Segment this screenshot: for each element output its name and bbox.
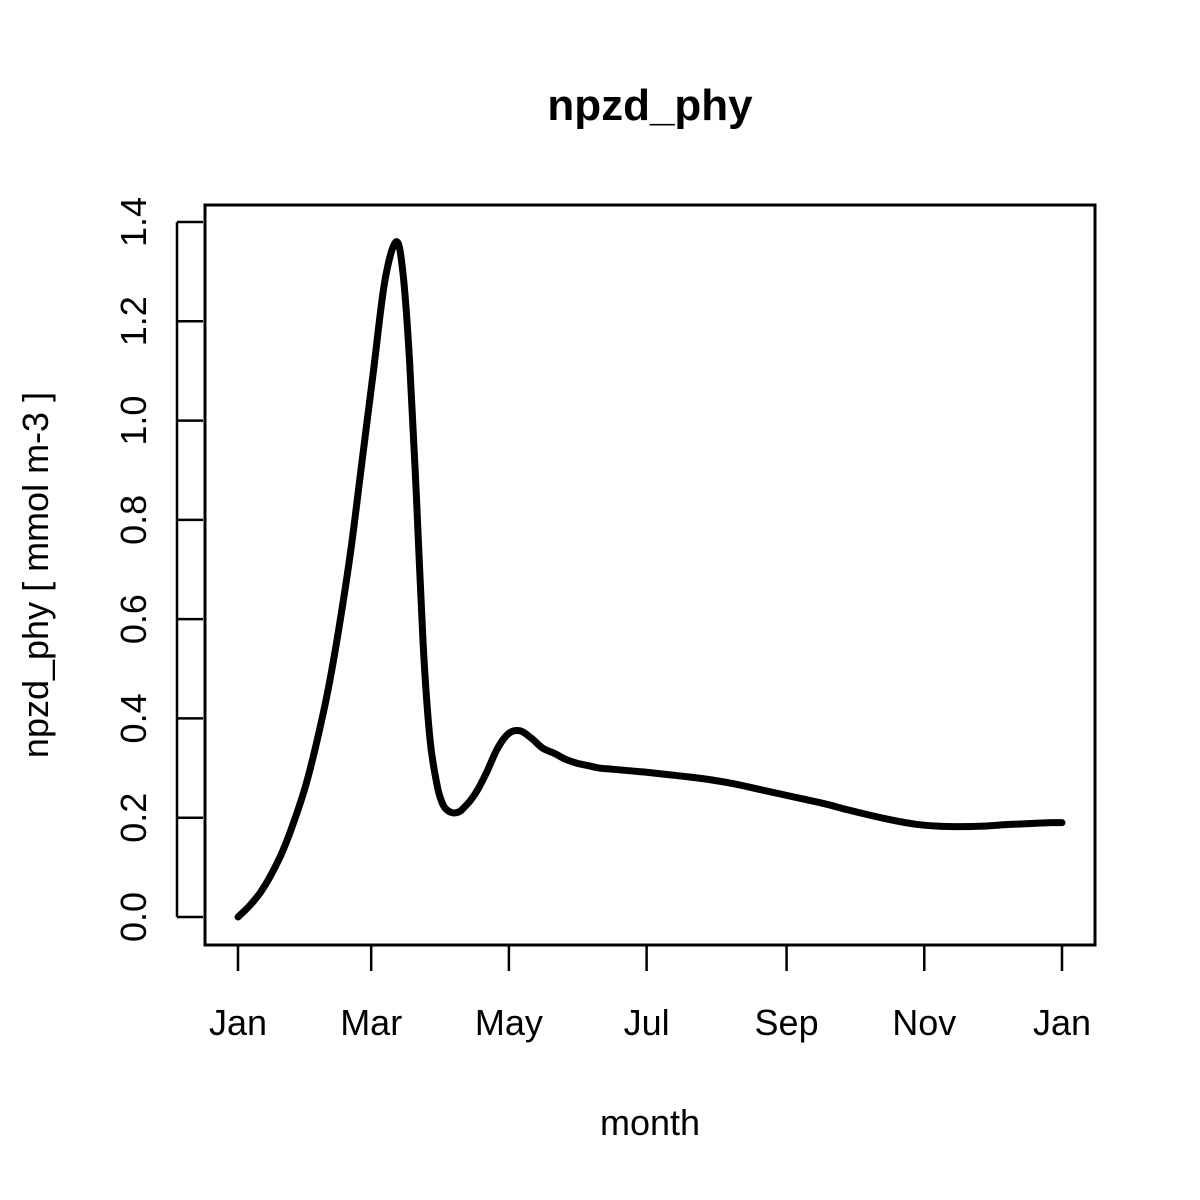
x-tick-label: Mar [340, 1002, 402, 1043]
y-tick-label: 1.2 [113, 296, 154, 346]
chart-title: npzd_phy [547, 81, 753, 130]
x-axis: Jan Mar May Jul Sep Nov Jan [209, 943, 1091, 1043]
x-tick-label: May [475, 1002, 543, 1043]
y-axis-label: npzd_phy [ mmol m-3 ] [15, 392, 56, 758]
y-tick-label: 0.4 [113, 693, 154, 743]
x-tick-label: Nov [892, 1002, 956, 1043]
x-tick-label: Sep [755, 1002, 819, 1043]
x-axis-label: month [600, 1102, 700, 1143]
y-tick-label: 0.0 [113, 892, 154, 942]
series-line-0 [234, 238, 1066, 921]
y-tick-label: 0.2 [113, 793, 154, 843]
x-tick-label: Jul [624, 1002, 670, 1043]
y-tick-label: 0.6 [113, 594, 154, 644]
x-tick-label: Jan [1033, 1002, 1091, 1043]
x-tick-label: Jan [209, 1002, 267, 1043]
y-axis: 0.0 0.2 0.4 0.6 0.8 1.0 1.2 1.4 [113, 197, 203, 942]
y-tick-label: 1.0 [113, 396, 154, 446]
series-layer [234, 238, 1066, 921]
plot-frame [203, 203, 1097, 947]
y-tick-label: 1.4 [113, 197, 154, 247]
y-tick-label: 0.8 [113, 495, 154, 545]
